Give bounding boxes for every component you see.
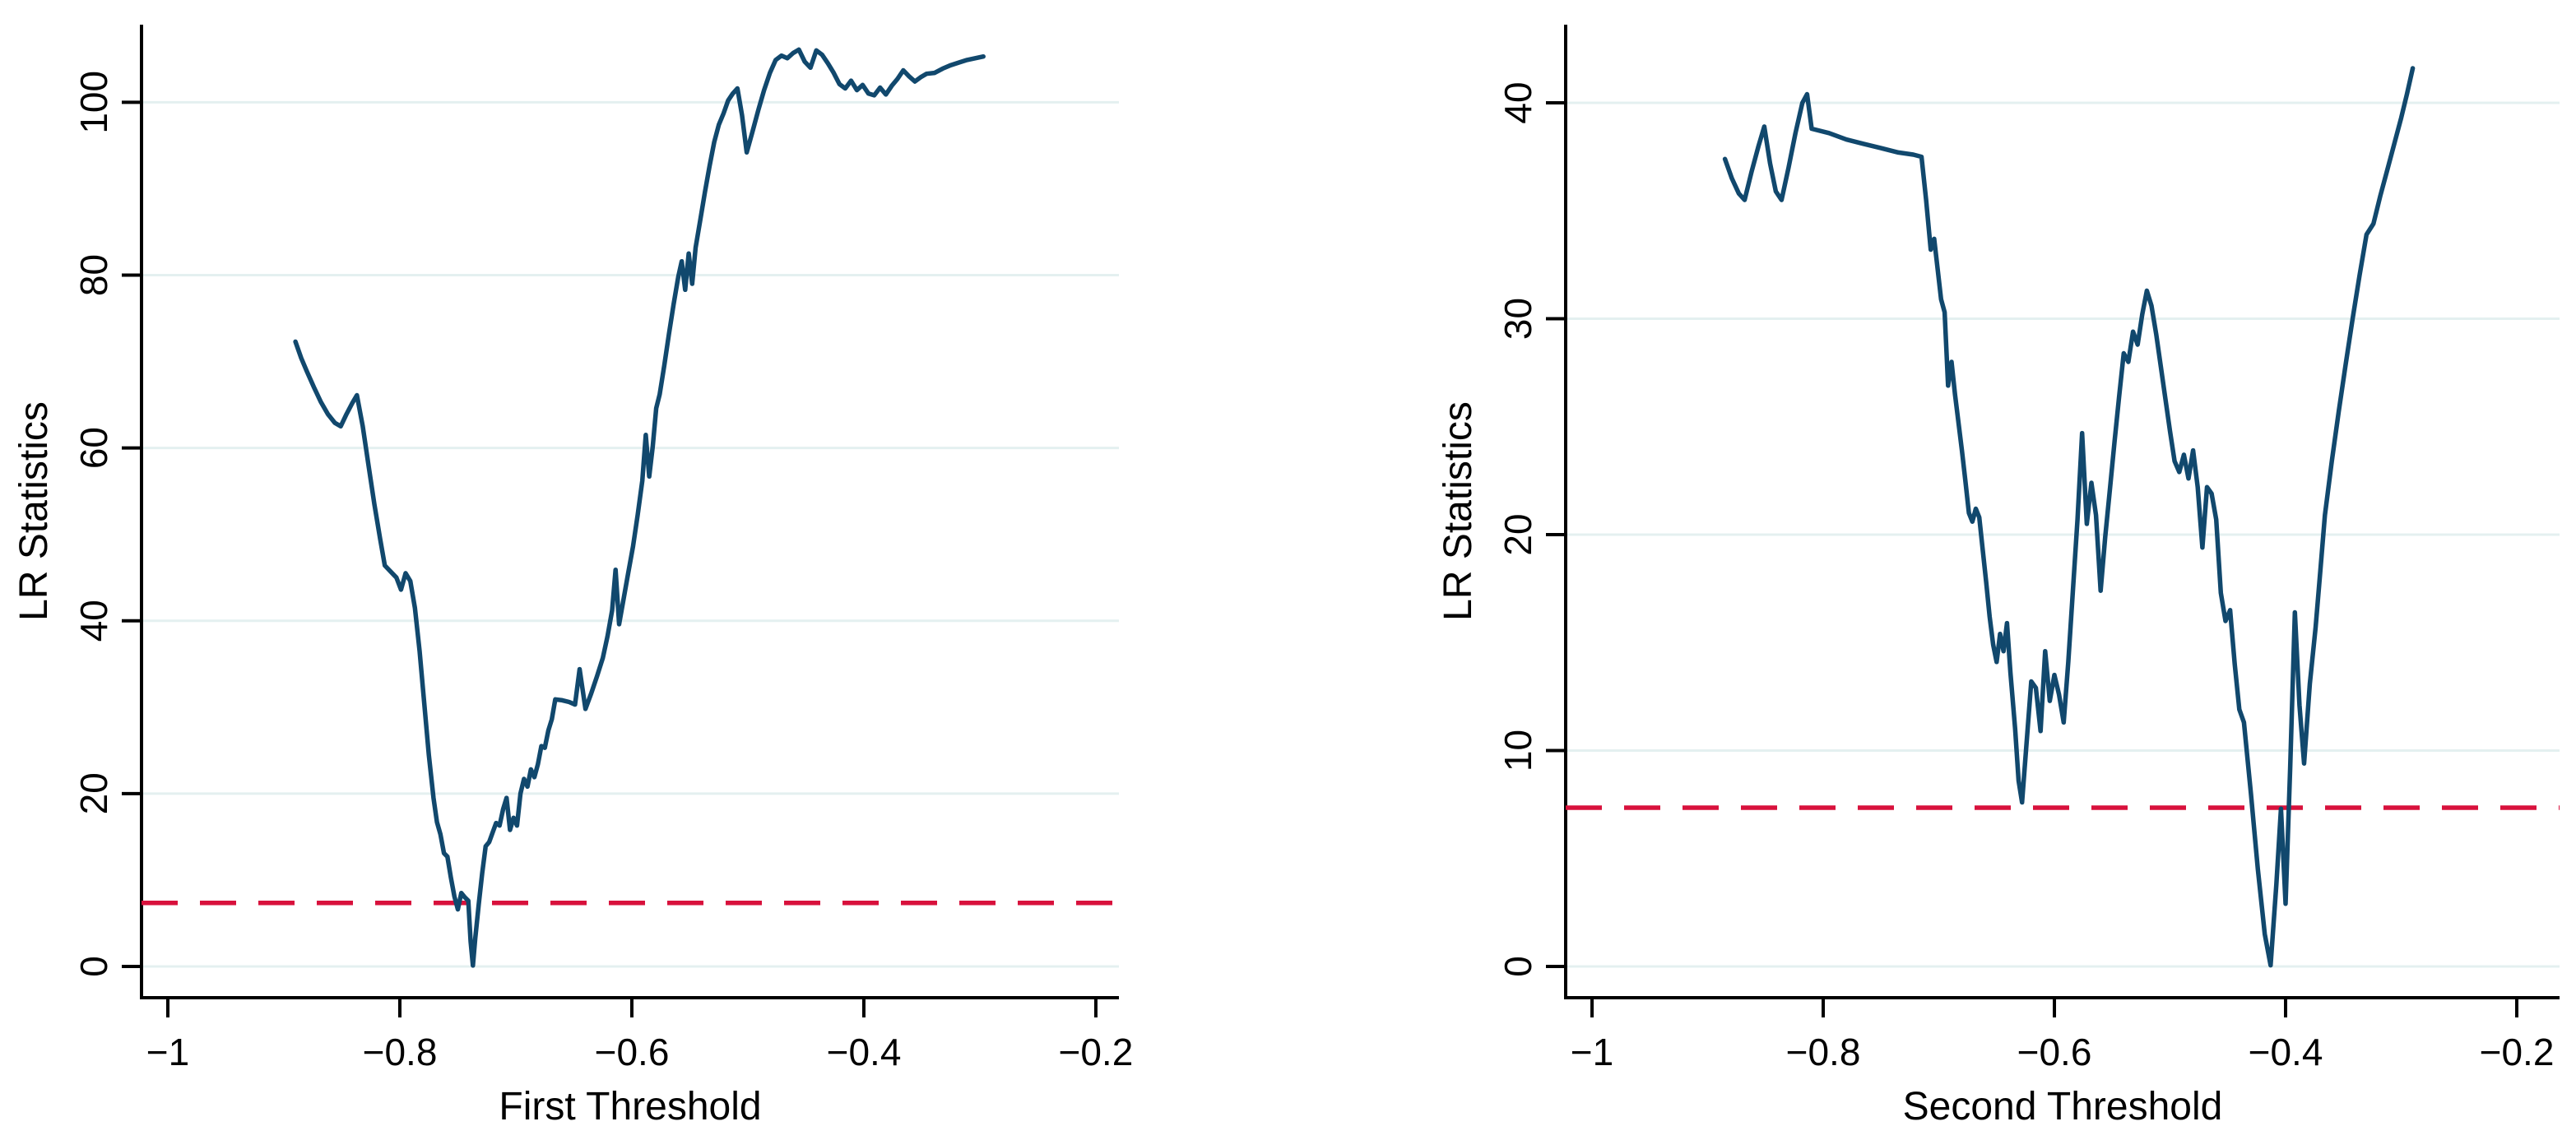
y-tick-label: 80 (72, 254, 115, 296)
y-tick-label: 40 (72, 600, 115, 642)
y-tick-label: 0 (72, 956, 115, 977)
y-tick-label: 40 (1497, 81, 1539, 123)
y-tick-label: 30 (1497, 298, 1539, 340)
y-tick-label: 100 (72, 71, 115, 134)
lr-series-line (1722, 66, 2416, 968)
x-tick-label: −1 (146, 1031, 189, 1073)
y-tick-label: 0 (1497, 956, 1539, 977)
x-tick-label: −0.4 (2249, 1031, 2323, 1073)
x-tick-label: −0.6 (595, 1031, 670, 1073)
x-axis-title: First Threshold (499, 1085, 761, 1128)
y-axis-title: LR Statistics (12, 401, 56, 621)
x-tick-label: −0.2 (1058, 1031, 1133, 1073)
x-tick-label: −0.2 (2480, 1031, 2555, 1073)
y-tick-label: 20 (1497, 513, 1539, 555)
panel-second-threshold: 0 10 20 30 40 −1 −0.8 −0.6 −0.4 −0.2 LR Statistics… (1288, 0, 2576, 1140)
y-tick-label: 20 (72, 772, 115, 814)
x-tick-label: −0.4 (827, 1031, 902, 1073)
x-tick-label: −1 (1571, 1031, 1613, 1073)
chart-first-threshold: 0 20 40 60 80 100 −1 −0.8 −0.6 −0.4 −0.2 LR Statist… (12, 25, 1133, 1128)
x-tick-label: −0.6 (2017, 1031, 2092, 1073)
x-tick-label: −0.8 (363, 1031, 438, 1073)
panel-first-threshold: 0 20 40 60 80 100 −1 −0.8 −0.6 −0.4 −0.2 LR Statist… (12, 25, 1133, 1128)
y-axis-title: LR Statistics (1437, 401, 1480, 621)
lr-series-line (293, 47, 986, 968)
chart-second-threshold: 0 10 20 30 40 −1 −0.8 −0.6 −0.4 −0.2 LR Statistics… (1437, 25, 2560, 1128)
y-tick-label: 10 (1497, 730, 1539, 772)
x-tick-label: −0.8 (1786, 1031, 1861, 1073)
y-tick-label: 60 (72, 427, 115, 469)
x-axis-title: Second Threshold (1903, 1085, 2223, 1128)
